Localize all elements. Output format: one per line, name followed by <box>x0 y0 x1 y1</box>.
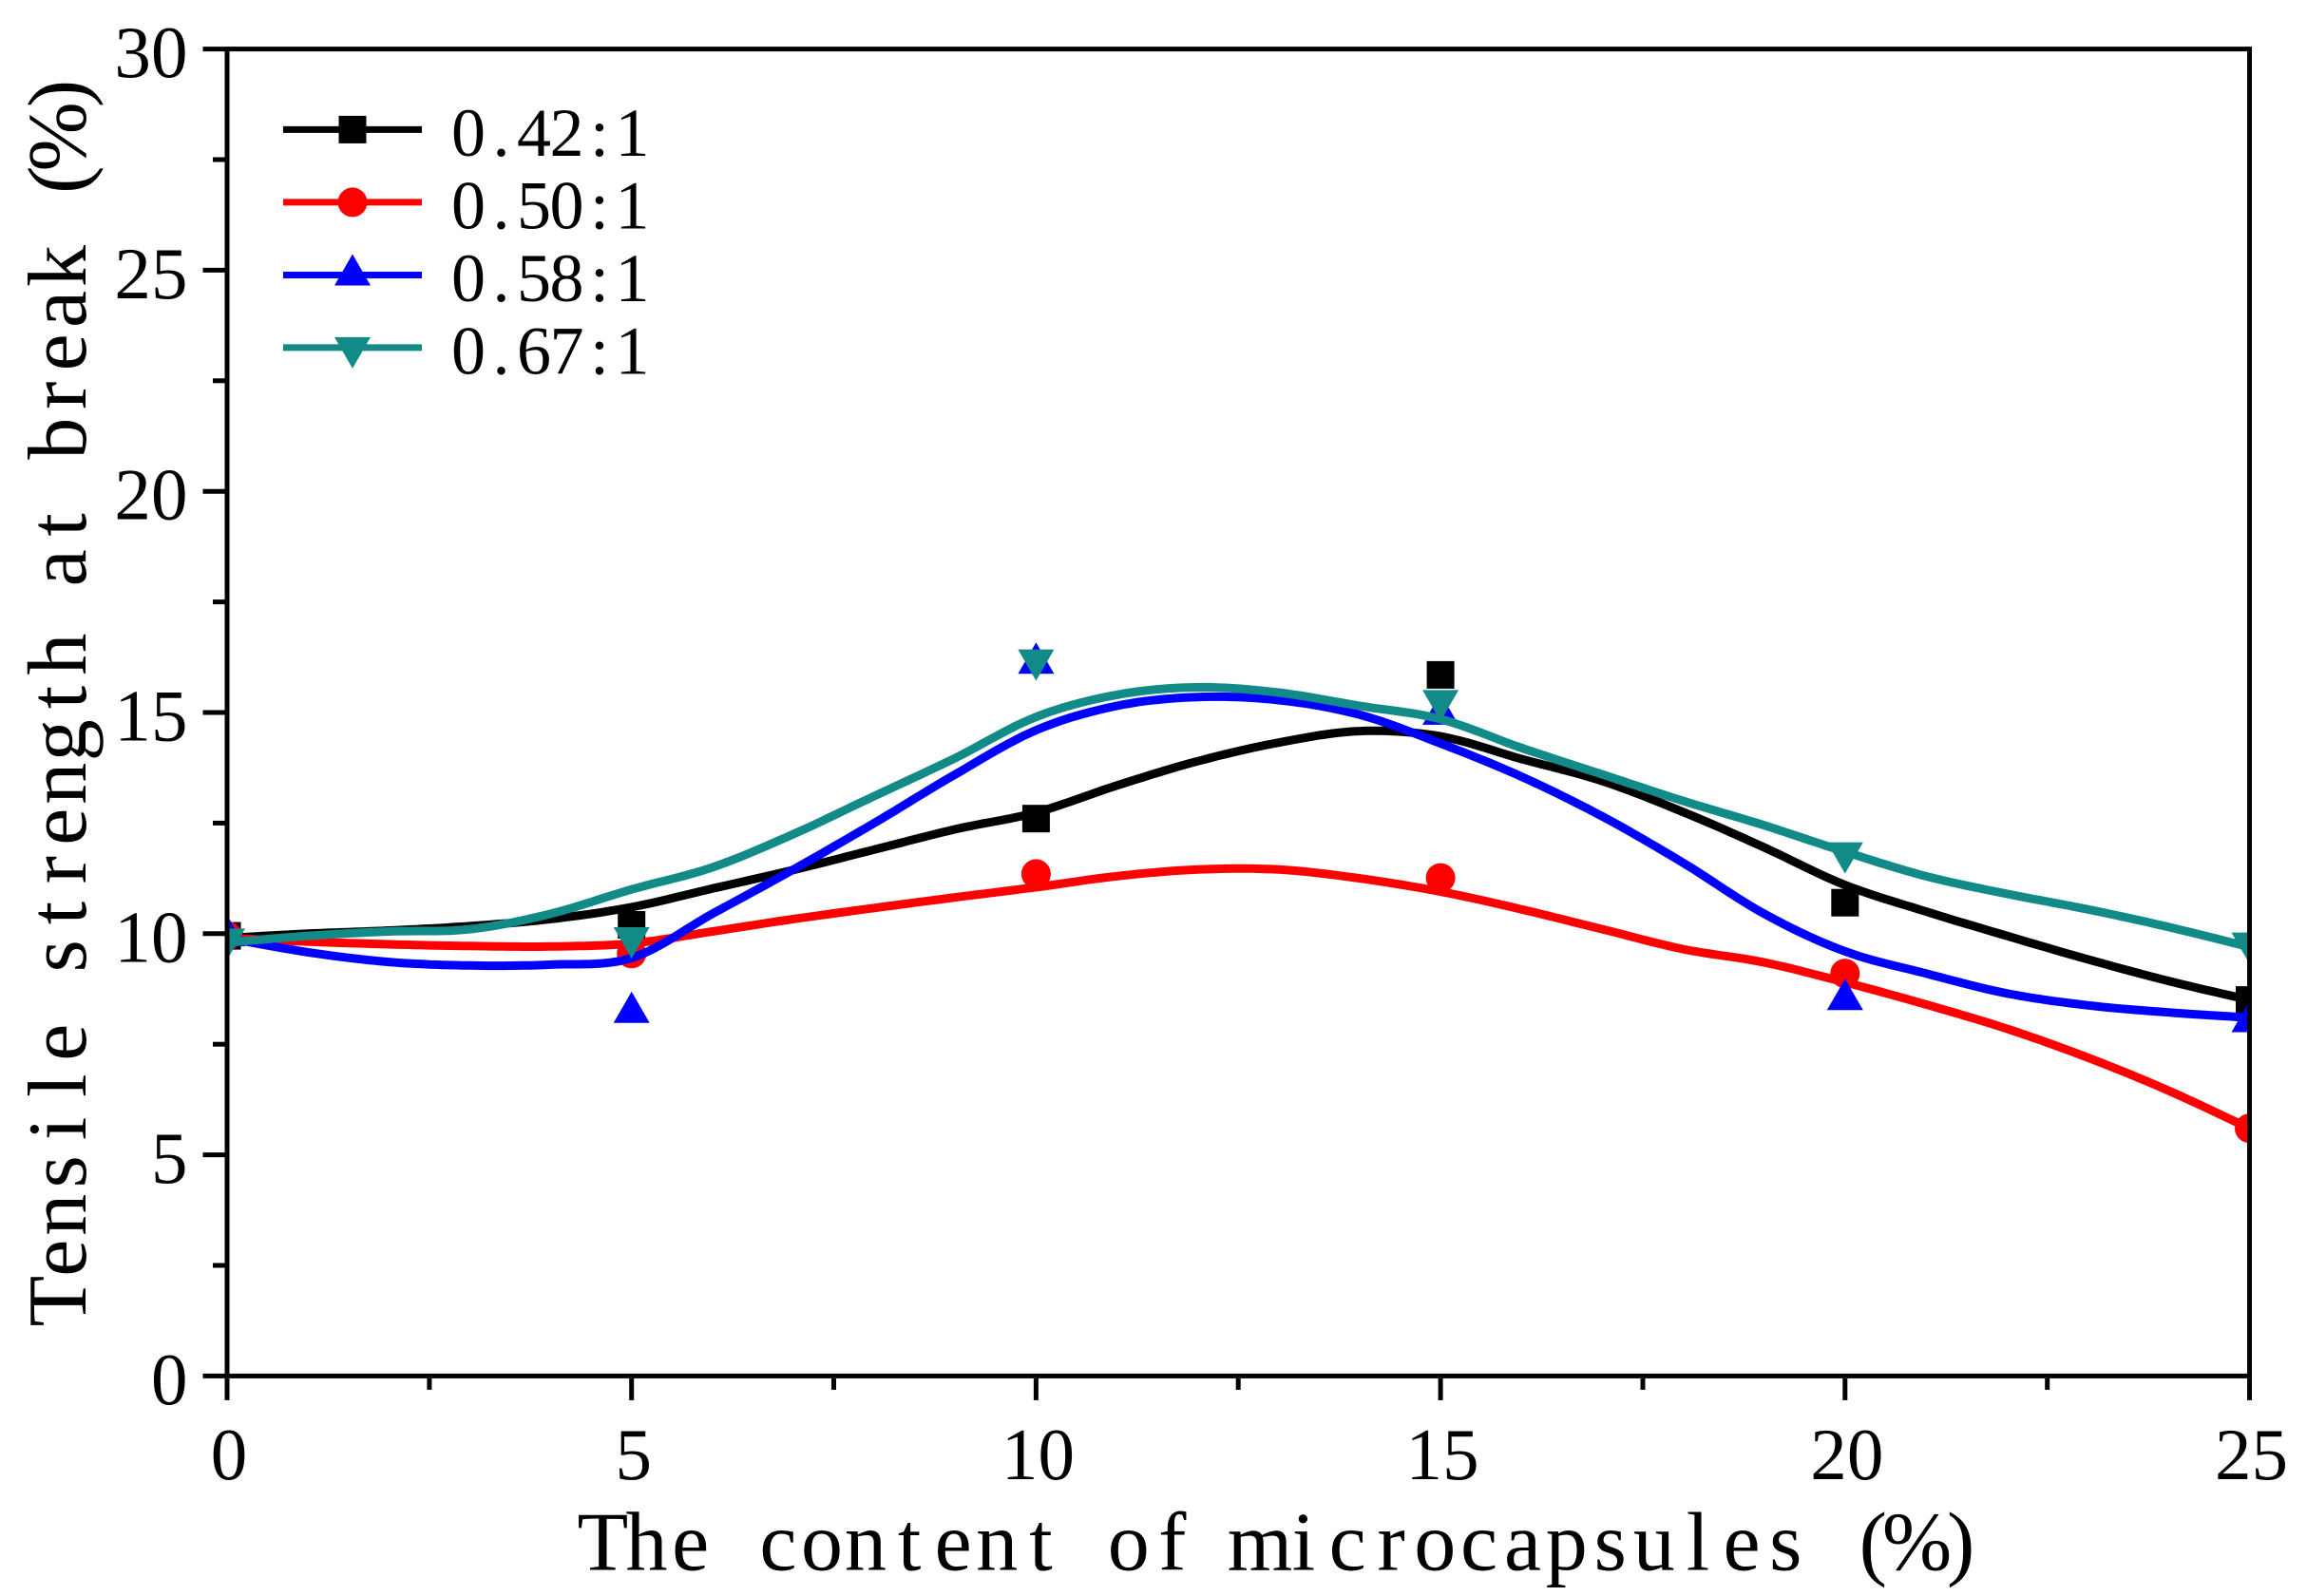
svg-text:o: o <box>1414 1497 1456 1589</box>
svg-text:.: . <box>493 240 510 316</box>
svg-text:n: n <box>12 763 105 805</box>
svg-text:b: b <box>12 418 105 460</box>
svg-text:1: 1 <box>1001 1414 1039 1495</box>
svg-text:k: k <box>12 245 105 287</box>
svg-text:0: 0 <box>151 454 188 536</box>
svg-text:e: e <box>935 1497 972 1589</box>
svg-text:e: e <box>1723 1497 1760 1589</box>
svg-text:0: 0 <box>451 313 486 389</box>
svg-text:t: t <box>12 513 105 536</box>
svg-text:5: 5 <box>151 675 188 757</box>
svg-text:i: i <box>1292 1497 1315 1589</box>
svg-text:r: r <box>12 382 105 409</box>
svg-text:p: p <box>1546 1497 1588 1589</box>
svg-text:4: 4 <box>517 95 551 171</box>
svg-text:.: . <box>493 167 510 243</box>
svg-text:(: ( <box>12 166 105 194</box>
svg-text:1: 1 <box>1406 1414 1443 1495</box>
svg-text:0: 0 <box>451 95 486 171</box>
svg-text:3: 3 <box>114 11 151 93</box>
svg-text:2: 2 <box>114 233 151 314</box>
svg-text:1: 1 <box>616 240 650 316</box>
svg-text:e: e <box>672 1497 709 1589</box>
svg-text:1: 1 <box>616 167 650 243</box>
svg-text:i: i <box>12 1117 105 1140</box>
svg-text:0: 0 <box>151 1339 188 1420</box>
svg-text:f: f <box>1158 1497 1187 1589</box>
svg-text:h: h <box>12 634 105 675</box>
svg-text:(: ( <box>1859 1497 1887 1589</box>
svg-text:a: a <box>1504 1497 1541 1589</box>
svg-text:s: s <box>1594 1497 1627 1589</box>
svg-text:7: 7 <box>550 313 584 389</box>
svg-text:c: c <box>1329 1497 1366 1589</box>
svg-text:c: c <box>759 1497 796 1589</box>
svg-text:6: 6 <box>517 313 551 389</box>
svg-text:e: e <box>12 1240 105 1277</box>
svg-text::: : <box>590 313 609 389</box>
svg-text:t: t <box>12 686 105 709</box>
svg-text:l: l <box>1687 1497 1709 1589</box>
svg-text:c: c <box>1460 1497 1497 1589</box>
svg-text:%: % <box>1882 1497 1952 1589</box>
svg-text:%: % <box>12 102 105 171</box>
svg-text:1: 1 <box>616 313 650 389</box>
svg-text:5: 5 <box>517 167 551 243</box>
svg-text:a: a <box>12 549 105 586</box>
svg-text:2: 2 <box>114 454 151 536</box>
svg-text:0: 0 <box>550 167 584 243</box>
svg-text:t: t <box>898 1497 921 1589</box>
svg-text:5: 5 <box>151 233 188 314</box>
svg-text:5: 5 <box>2252 1414 2289 1495</box>
svg-text:0: 0 <box>451 167 486 243</box>
svg-text:1: 1 <box>616 95 650 171</box>
svg-text:0: 0 <box>211 1414 248 1495</box>
svg-text:r: r <box>12 856 105 884</box>
svg-text:1: 1 <box>114 896 151 978</box>
svg-text:n: n <box>845 1497 887 1589</box>
svg-text:n: n <box>976 1497 1018 1589</box>
svg-text:1: 1 <box>114 675 151 757</box>
svg-text:e: e <box>12 333 105 370</box>
svg-text:0: 0 <box>451 240 486 316</box>
svg-text:e: e <box>12 1024 105 1061</box>
svg-text:t: t <box>1029 1497 1052 1589</box>
svg-text:g: g <box>12 719 105 761</box>
svg-text:5: 5 <box>615 1414 652 1495</box>
svg-text:0: 0 <box>1847 1414 1884 1495</box>
svg-text:0: 0 <box>1038 1414 1075 1495</box>
svg-text:): ) <box>12 80 105 107</box>
svg-text:): ) <box>1947 1497 1974 1589</box>
svg-text:.: . <box>493 95 510 171</box>
svg-text:5: 5 <box>517 240 551 316</box>
svg-text:s: s <box>1769 1497 1802 1589</box>
svg-text:e: e <box>12 808 105 846</box>
svg-text:8: 8 <box>550 240 584 316</box>
svg-text:s: s <box>12 940 105 972</box>
svg-text:t: t <box>12 902 105 924</box>
svg-text:s: s <box>12 1155 105 1188</box>
svg-text:o: o <box>801 1497 843 1589</box>
svg-text:5: 5 <box>151 1117 188 1199</box>
svg-text:2: 2 <box>550 95 584 171</box>
svg-text:h: h <box>626 1497 668 1589</box>
svg-text:u: u <box>1633 1497 1675 1589</box>
svg-text:.: . <box>493 313 510 389</box>
svg-text:n: n <box>12 1194 105 1236</box>
svg-text::: : <box>590 240 609 316</box>
svg-text::: : <box>590 167 609 243</box>
svg-text:0: 0 <box>151 896 188 978</box>
svg-text::: : <box>590 95 609 171</box>
svg-text:2: 2 <box>2215 1414 2252 1495</box>
svg-text:m: m <box>1228 1497 1292 1589</box>
svg-text:l: l <box>12 1074 105 1096</box>
svg-text:T: T <box>578 1497 629 1589</box>
svg-text:0: 0 <box>151 11 188 93</box>
svg-text:o: o <box>1108 1497 1150 1589</box>
svg-text:5: 5 <box>1442 1414 1479 1495</box>
svg-text:a: a <box>12 291 105 328</box>
svg-text:2: 2 <box>1810 1414 1847 1495</box>
svg-text:T: T <box>12 1276 105 1327</box>
svg-text:r: r <box>1378 1497 1405 1589</box>
